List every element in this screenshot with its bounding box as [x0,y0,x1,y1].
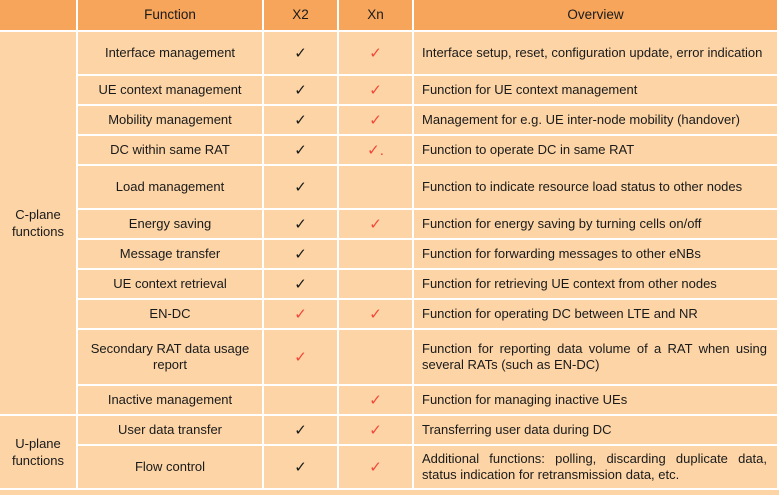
x2-cell: ✓ [264,240,337,268]
overview-cell: Function to operate DC in same RAT [414,136,777,164]
check-icon: ✓ [369,215,382,233]
function-cell: Message transfer [78,240,262,268]
header-group-cell [0,0,76,30]
x2-cell: ✓ [264,76,337,104]
function-cell: Secondary RAT data usage report [78,330,262,384]
function-cell: EN-DC [78,300,262,328]
header-xn: Xn [339,0,412,30]
table-row: Secondary RAT data usage report ✓ Functi… [0,330,777,384]
header-overview: Overview [414,0,777,30]
x2-cell: ✓ [264,446,337,488]
check-icon: ✓ [294,178,307,196]
check-icon: ✓ [369,391,382,409]
function-cell: UE context retrieval [78,270,262,298]
table-bottom-border [0,490,779,495]
overview-cell: Management for e.g. UE inter-node mobili… [414,106,777,134]
check-icon: ✓ [294,81,307,99]
check-icon: ✓ [294,275,307,293]
table-row: C-plane functions Interface management ✓… [0,32,777,414]
xn-cell: ✓ [339,446,412,488]
function-cell: UE context management [78,76,262,104]
xn-cell: ✓ [339,106,412,134]
function-cell: Flow control [78,446,262,488]
overview-cell: Function for UE context management [414,76,777,104]
overview-cell: Function for energy saving by turning ce… [414,210,777,238]
check-icon: ✓ [294,421,307,439]
function-cell: Energy saving [78,210,262,238]
check-icon: ✓ [369,458,382,476]
check-icon: ✓ [294,348,307,366]
check-icon: ✓ [294,215,307,233]
xn-cell: ✓. [339,136,412,164]
group-label-cplane: C-plane functions [0,32,76,414]
table-row: Energy saving ✓ ✓ Function for energy sa… [0,210,777,238]
check-icon: ✓ [294,458,307,476]
x2-cell: ✓ [264,106,337,134]
x2-cell [264,386,337,414]
table-row: Load management ✓ Function to indicate r… [0,166,777,208]
check-icon: ✓ [294,245,307,263]
function-cell: DC within same RAT [78,136,262,164]
overview-cell: Function for retrieving UE context from … [414,270,777,298]
xn-cell [339,240,412,268]
function-cell: Inactive management [78,386,262,414]
header-x2: X2 [264,0,337,30]
xn-cell: ✓ [339,210,412,238]
xn-cell: ✓ [339,76,412,104]
overview-cell: Function for managing inactive UEs [414,386,777,414]
check-icon: ✓ [369,111,382,129]
x2-cell: ✓ [264,166,337,208]
x2-cell: ✓ [264,32,337,74]
check-icon: ✓. [367,141,384,159]
check-icon: ✓ [369,81,382,99]
table-row: UE context retrieval ✓ Function for retr… [0,270,777,298]
x2-cell: ✓ [264,300,337,328]
overview-cell: Function for operating DC between LTE an… [414,300,777,328]
table-row: Mobility management ✓ ✓ Management for e… [0,106,777,134]
xn-cell [339,330,412,384]
xn-cell [339,166,412,208]
check-icon: ✓ [294,305,307,323]
overview-cell: Additional functions: polling, discardin… [414,446,777,488]
function-cell: Load management [78,166,262,208]
overview-cell: Transferring user data during DC [414,416,777,444]
table-row: Flow control ✓ ✓ Additional functions: p… [0,446,777,488]
function-cell: User data transfer [78,416,262,444]
x2-cell: ✓ [264,270,337,298]
header-function: Function [78,0,262,30]
function-cell: Interface management [78,32,262,74]
check-icon: ✓ [294,141,307,159]
xn-cell: ✓ [339,300,412,328]
overview-cell: Function for reporting data volume of a … [414,330,777,384]
check-icon: ✓ [294,111,307,129]
header-row: Function X2 Xn Overview [0,0,777,30]
group-label-uplane: U-plane functions [0,416,76,488]
overview-cell: Function to indicate resource load statu… [414,166,777,208]
table-row: Message transfer ✓ Function for forwardi… [0,240,777,268]
x2-cell: ✓ [264,136,337,164]
xn-cell: ✓ [339,416,412,444]
table-row: Inactive management ✓ Function for manag… [0,386,777,414]
table-row: U-plane functions User data transfer ✓ ✓… [0,416,777,488]
check-icon: ✓ [369,305,382,323]
xn-cell: ✓ [339,32,412,74]
xn-cell: ✓ [339,386,412,414]
check-icon: ✓ [369,421,382,439]
x2-cell: ✓ [264,416,337,444]
x2-cell: ✓ [264,330,337,384]
function-cell: Mobility management [78,106,262,134]
check-icon: ✓ [369,44,382,62]
xn-cell [339,270,412,298]
table-row: UE context management ✓ ✓ Function for U… [0,76,777,104]
table-row: EN-DC ✓ ✓ Function for operating DC betw… [0,300,777,328]
overview-cell: Function for forwarding messages to othe… [414,240,777,268]
table-row: DC within same RAT ✓ ✓. Function to oper… [0,136,777,164]
check-icon: ✓ [294,44,307,62]
x2-cell: ✓ [264,210,337,238]
overview-cell: Interface setup, reset, configuration up… [414,32,777,74]
